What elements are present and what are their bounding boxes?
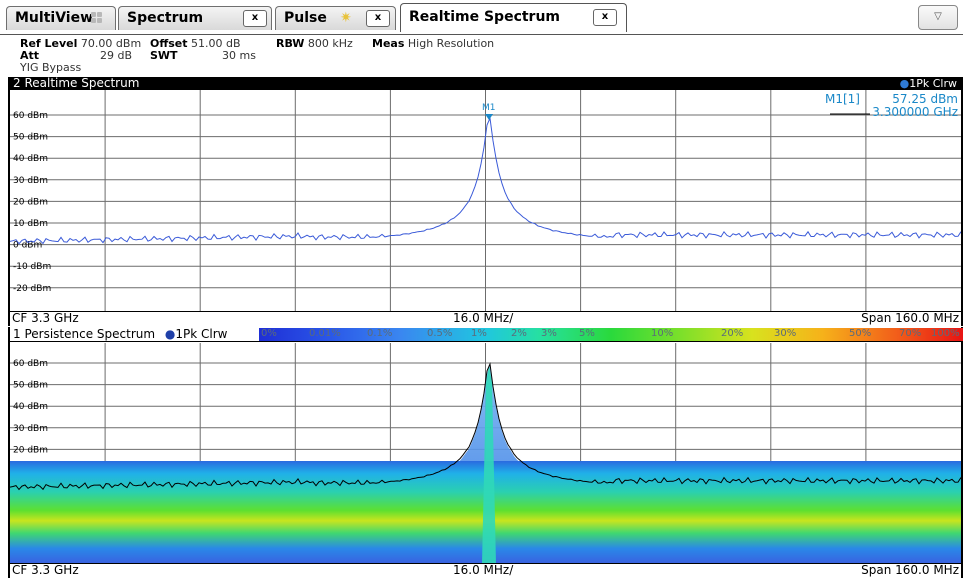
persistence-spectrum-pane[interactable]: 1 Persistence Spectrum ●1Pk Clrw 0% 0.01… xyxy=(8,327,963,578)
tab-spectrum-label: Spectrum xyxy=(127,10,204,26)
offset-value: 51.00 dB xyxy=(191,37,241,50)
persistence-title-bar: 1 Persistence Spectrum ●1Pk Clrw 0% 0.01… xyxy=(10,327,963,342)
y-tick-label: 50 dBm xyxy=(13,133,48,143)
att-label: Att xyxy=(20,49,40,62)
y-tick-label: 20 dBm xyxy=(13,445,48,455)
att-value: 29 dB xyxy=(100,49,133,62)
tab-dropdown-button[interactable]: ▽ xyxy=(918,5,958,30)
realtime-y-axis: 60 dBm 50 dBm 40 dBm 30 dBm 20 dBm 10 dBm 0 dB… xyxy=(13,111,51,294)
legend-12: 70% xyxy=(899,328,922,339)
tab-spectrum-close-button[interactable]: x xyxy=(243,10,267,27)
swt-label: SWT xyxy=(150,49,178,62)
marker-m1[interactable]: M1 xyxy=(482,103,496,120)
rbw-value: 800 kHz xyxy=(307,37,353,50)
meas-label: Meas xyxy=(372,37,405,50)
measurement-settings: Ref Level 70.00 dBm Offset 51.00 dB RBW … xyxy=(0,35,963,77)
legend-6: 3% xyxy=(541,328,557,339)
y-tick-label: 40 dBm xyxy=(13,402,48,412)
realtime-grid xyxy=(10,90,961,313)
realtime-trace-line xyxy=(10,116,961,245)
realtime-trace-text: 1Pk Clrw xyxy=(909,77,957,90)
legend-3: 0.5% xyxy=(427,328,453,339)
y-tick-label: -10 dBm xyxy=(13,262,51,272)
persistence-color-legend: 0% 0.01% 0.1% 0.5% 1% 2% 3% 5% 10% 20% 3… xyxy=(259,328,963,341)
persistence-center-frequency: CF 3.3 GHz xyxy=(12,563,79,577)
marker-readout-name: M1[1] xyxy=(825,92,860,106)
trace-dot-icon: ● xyxy=(899,77,910,90)
tab-multiview[interactable]: MultiView xyxy=(6,6,116,30)
rbw-label: RBW xyxy=(276,37,305,50)
legend-13: 100% xyxy=(931,328,960,339)
y-tick-label: 50 dBm xyxy=(13,381,48,391)
tab-pulse[interactable]: Pulse ✷ x xyxy=(275,6,396,30)
y-tick-label: 20 dBm xyxy=(13,197,48,207)
persistence-frequency-division: 16.0 MHz/ xyxy=(453,563,514,577)
legend-4: 1% xyxy=(471,328,487,339)
legend-10: 30% xyxy=(774,328,797,339)
legend-8: 10% xyxy=(651,328,674,339)
realtime-footer: CF 3.3 GHz 16.0 MHz/ Span 160.0 MHz xyxy=(10,311,961,325)
pulse-activity-icon: ✷ xyxy=(340,10,352,26)
tab-multiview-label: MultiView xyxy=(15,10,94,26)
y-tick-label: 40 dBm xyxy=(13,154,48,164)
tab-spectrum[interactable]: Spectrum x xyxy=(118,6,272,30)
y-tick-label: 30 dBm xyxy=(13,424,48,434)
offset-label: Offset xyxy=(150,37,188,50)
legend-2: 0.1% xyxy=(367,328,393,339)
multiview-grid-icon xyxy=(91,12,103,24)
realtime-spectrum-plot[interactable]: 60 dBm 50 dBm 40 dBm 30 dBm 20 dBm 10 dBm 0 dB… xyxy=(10,90,961,313)
tab-bar: MultiView Spectrum x Pulse ✷ x Realtime … xyxy=(0,0,963,35)
tab-realtime-spectrum[interactable]: Realtime Spectrum x xyxy=(400,3,627,32)
chevron-down-icon: ▽ xyxy=(934,11,942,22)
persistence-trace-dot-icon: ● xyxy=(164,327,176,341)
persistence-peak-column xyxy=(482,365,496,564)
legend-5: 2% xyxy=(511,328,527,339)
realtime-trace-label: ●1Pk Clrw xyxy=(900,77,957,90)
persistence-trace-line xyxy=(10,362,961,491)
y-tick-label: 60 dBm xyxy=(13,111,48,121)
realtime-spectrum-title-bar: 2 Realtime Spectrum ●1Pk Clrw xyxy=(10,77,961,90)
persistence-trace-label: 1Pk Clrw xyxy=(175,327,228,341)
meas-value: High Resolution xyxy=(407,37,495,50)
legend-1: 0.01% xyxy=(309,328,341,339)
realtime-span: Span 160.0 MHz xyxy=(861,311,959,325)
tab-realtime-close-button[interactable]: x xyxy=(593,9,617,26)
y-tick-label: 60 dBm xyxy=(13,359,48,369)
persistence-spectrum-title: 1 Persistence Spectrum xyxy=(13,327,156,341)
legend-9: 20% xyxy=(721,328,744,339)
legend-11: 50% xyxy=(849,328,872,339)
realtime-spectrum-pane[interactable]: 2 Realtime Spectrum ●1Pk Clrw 60 dBm 50 d… xyxy=(8,77,963,326)
tab-pulse-close-button[interactable]: x xyxy=(366,10,390,27)
y-tick-label: 30 dBm xyxy=(13,176,48,186)
legend-7: 5% xyxy=(579,328,595,339)
persistence-footer: CF 3.3 GHz 16.0 MHz/ Span 160.0 MHz xyxy=(10,563,961,577)
y-tick-label: 0 dBm xyxy=(13,241,42,251)
y-tick-label: 10 dBm xyxy=(13,219,48,229)
persistence-span: Span 160.0 MHz xyxy=(861,563,959,577)
realtime-spectrum-title: 2 Realtime Spectrum xyxy=(13,76,140,90)
ref-level-value: 70.00 dBm xyxy=(80,37,142,50)
marker-m1-triangle-icon xyxy=(485,114,493,120)
marker-readout-level: 57.25 dBm xyxy=(892,92,958,106)
marker-m1-label: M1 xyxy=(482,103,496,113)
y-tick-label: -20 dBm xyxy=(13,284,51,294)
ref-level-label: Ref Level xyxy=(20,37,78,50)
legend-0: 0% xyxy=(261,328,277,339)
tab-pulse-label: Pulse xyxy=(284,10,327,26)
realtime-frequency-division: 16.0 MHz/ xyxy=(453,311,514,325)
yig-bypass-label: YIG Bypass xyxy=(20,61,82,74)
tab-realtime-spectrum-label: Realtime Spectrum xyxy=(409,9,561,25)
marker-readout-frequency: 3.300000 GHz xyxy=(872,105,958,119)
realtime-center-frequency: CF 3.3 GHz xyxy=(12,311,79,325)
swt-value: 30 ms xyxy=(222,49,256,62)
